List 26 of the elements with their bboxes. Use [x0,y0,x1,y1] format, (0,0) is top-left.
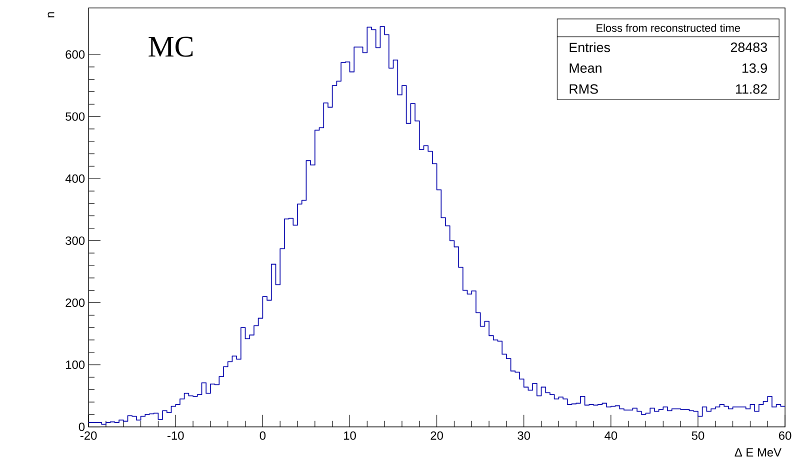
x-axis-title: Δ E MeV [734,448,782,457]
annotation: 13.9 [742,64,767,74]
x-tick-label: 10 [344,432,356,440]
annotation: Eloss from reconstructed time [596,24,740,32]
x-tick-label: -20 [80,432,97,440]
y-tick-label: 100 [66,360,85,370]
y-tick-label: 400 [65,174,85,184]
annotation: RMS [570,84,598,94]
y-tick-label: 600 [66,50,85,59]
x-tick-label: 50 [692,432,704,440]
annotation: MC [148,36,193,57]
y-tick-label: 300 [66,236,85,246]
y-axis-title: n [48,12,54,18]
annotation: 28483 [730,42,768,52]
y-tick-label: 200 [66,298,85,308]
x-tick-label: -10 [168,432,184,440]
x-tick-label: 0 [260,432,266,440]
annotation: 11.82 [736,84,767,94]
x-tick-label: 60 [779,432,792,440]
x-tick-label: 30 [518,432,530,440]
x-tick-label: 20 [430,432,443,440]
annotation: Mean [570,64,602,74]
x-tick-label: 40 [604,432,618,440]
annotation: Entries [570,42,610,52]
y-tick-label: 500 [66,112,85,121]
y-tick-label: 0 [78,422,85,432]
